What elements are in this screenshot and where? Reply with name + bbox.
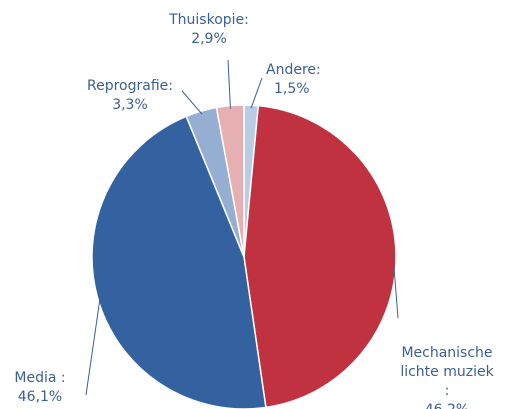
label-line: Andere: <box>266 62 321 78</box>
label-line: Mechanische <box>401 345 492 361</box>
pie-slice <box>91 115 267 409</box>
label-line: : <box>445 383 450 399</box>
leader-line <box>392 253 399 319</box>
leader-line <box>250 77 263 109</box>
category-label: Reprografie: <box>87 78 173 94</box>
category-label: Mechanische lichte muziek: <box>400 345 494 399</box>
category-label: Thuiskopie: <box>168 12 249 28</box>
category-label: Andere: <box>266 62 321 78</box>
pie-slice <box>243 104 397 409</box>
category-label: Media : <box>14 370 65 386</box>
label-line: Media : <box>14 370 65 386</box>
label-line: Thuiskopie: <box>168 12 249 28</box>
leader-line <box>85 296 101 396</box>
value-label: 46,2% <box>425 402 469 409</box>
value-label: 46,1% <box>18 389 62 405</box>
leader-line <box>181 90 203 115</box>
value-label: 2,9% <box>191 31 227 47</box>
value-label: 1,5% <box>274 81 310 97</box>
label-line: lichte muziek <box>400 364 494 380</box>
leader-line <box>227 59 231 109</box>
label-line: Reprografie: <box>87 78 173 94</box>
value-label: 3,3% <box>112 97 148 113</box>
